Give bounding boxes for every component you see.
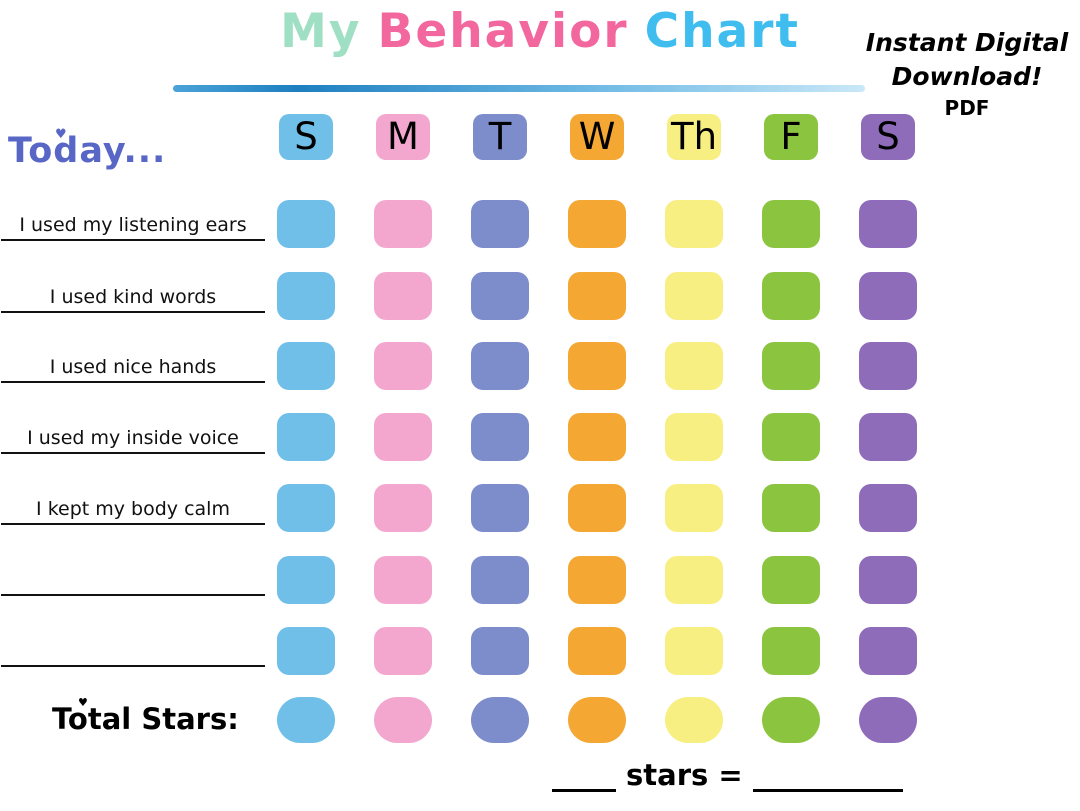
row-label: I used my inside voice xyxy=(1,427,265,454)
heart-icon: ♥ xyxy=(55,127,68,142)
page-title: My Behavior Chart xyxy=(0,4,1080,59)
day-header: M xyxy=(376,114,430,160)
chart-cell xyxy=(471,272,529,320)
chart-cell xyxy=(859,484,917,532)
total-cell xyxy=(665,697,723,743)
day-letter: T xyxy=(488,115,512,158)
chart-cell xyxy=(568,200,626,248)
day-header: S xyxy=(279,114,333,160)
chart-cell xyxy=(568,413,626,461)
chart-cell xyxy=(859,272,917,320)
total-cell xyxy=(762,697,820,743)
day-letter: Th xyxy=(670,115,718,158)
chart-cell xyxy=(665,342,723,390)
chart-cell xyxy=(568,272,626,320)
chart-cell xyxy=(471,200,529,248)
chart-cell xyxy=(374,413,432,461)
chart-cell xyxy=(859,627,917,675)
chart-cell xyxy=(762,556,820,604)
day-header: S xyxy=(861,114,915,160)
corner-line-3: PDF xyxy=(944,95,990,120)
chart-cell xyxy=(471,484,529,532)
stars-reward-blank xyxy=(752,760,903,792)
total-cell xyxy=(471,697,529,743)
heart-icon: ♥ xyxy=(78,696,88,709)
chart-cell xyxy=(277,200,335,248)
chart-cell xyxy=(859,556,917,604)
chart-cell xyxy=(665,200,723,248)
today-heading: Today... ♥ xyxy=(8,127,167,171)
corner-line-2: Download! xyxy=(891,61,1043,91)
chart-cell xyxy=(471,556,529,604)
chart-cell xyxy=(471,413,529,461)
chart-cell xyxy=(762,413,820,461)
total-cell xyxy=(568,697,626,743)
chart-cell xyxy=(277,484,335,532)
chart-cell xyxy=(277,556,335,604)
chart-cell xyxy=(665,413,723,461)
day-letter: S xyxy=(294,115,318,158)
total-cell xyxy=(859,697,917,743)
row-label: I used nice hands xyxy=(1,356,265,383)
divider-line xyxy=(173,85,865,92)
chart-cell xyxy=(665,556,723,604)
chart-cell xyxy=(762,484,820,532)
chart-cell xyxy=(665,627,723,675)
day-header: F xyxy=(764,114,818,160)
chart-cell xyxy=(374,484,432,532)
chart-cell xyxy=(859,413,917,461)
total-stars-heading: Total Stars: ♥ xyxy=(52,696,239,736)
total-cell xyxy=(374,697,432,743)
stars-equation: stars = xyxy=(552,758,903,792)
corner-note: Instant Digital Download! PDF xyxy=(858,26,1076,120)
chart-cell xyxy=(374,627,432,675)
chart-cell xyxy=(277,627,335,675)
chart-cell xyxy=(859,342,917,390)
total-cell xyxy=(277,697,335,743)
row-label xyxy=(1,641,265,667)
row-label: I used kind words xyxy=(1,286,265,313)
chart-cell xyxy=(859,200,917,248)
day-header: W xyxy=(570,114,624,160)
day-header: T xyxy=(473,114,527,160)
chart-cell xyxy=(568,484,626,532)
total-stars-label: Total Stars: xyxy=(52,702,239,736)
day-letter: M xyxy=(387,115,419,158)
chart-cell xyxy=(471,342,529,390)
chart-cell xyxy=(374,272,432,320)
chart-cell xyxy=(665,272,723,320)
row-label: I used my listening ears xyxy=(1,214,265,241)
chart-cell xyxy=(374,200,432,248)
day-header: Th xyxy=(667,114,721,160)
chart-cell xyxy=(277,272,335,320)
chart-cell xyxy=(374,556,432,604)
title-behavior: Behavior xyxy=(377,4,629,59)
corner-line-1: Instant Digital xyxy=(865,28,1069,57)
day-letter: F xyxy=(780,115,802,158)
chart-cell xyxy=(762,342,820,390)
title-my: My xyxy=(280,4,362,59)
row-label xyxy=(1,570,265,596)
title-chart: Chart xyxy=(644,4,800,59)
chart-cell xyxy=(374,342,432,390)
day-letter: W xyxy=(578,115,616,158)
chart-cell xyxy=(568,342,626,390)
day-letter: S xyxy=(876,115,900,158)
chart-cell xyxy=(665,484,723,532)
stars-equals-label: stars = xyxy=(626,758,743,792)
today-label: Today... xyxy=(8,131,167,171)
chart-cell xyxy=(762,627,820,675)
chart-cell xyxy=(277,342,335,390)
chart-cell xyxy=(568,556,626,604)
chart-cell xyxy=(762,200,820,248)
chart-cell xyxy=(762,272,820,320)
chart-cell xyxy=(471,627,529,675)
stars-count-blank xyxy=(552,760,616,792)
chart-cell xyxy=(277,413,335,461)
row-label: I kept my body calm xyxy=(1,498,265,525)
chart-cell xyxy=(568,627,626,675)
